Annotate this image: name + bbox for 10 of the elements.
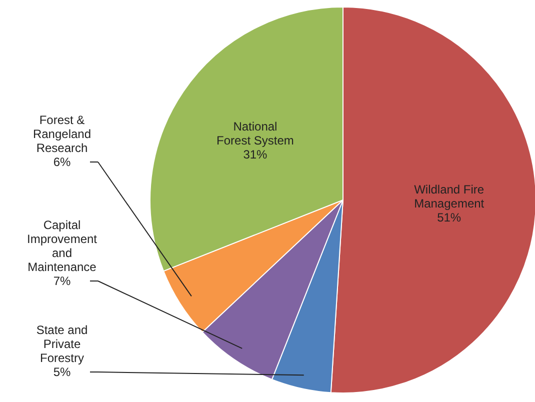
slice-label: Forest & Rangeland Research bbox=[32, 113, 92, 155]
data-label: 6% bbox=[53, 155, 71, 169]
slice-label: Capital Improvement and Maintenance bbox=[26, 218, 98, 274]
data-label: 31% bbox=[243, 147, 268, 162]
data-label: 51% bbox=[437, 210, 462, 224]
slice-label: National Forest System bbox=[216, 119, 294, 148]
slice-label: State and Private Forestry bbox=[36, 323, 88, 365]
data-label: 5% bbox=[53, 365, 71, 379]
slice-label: Wildland Fire Management bbox=[414, 182, 485, 210]
data-label: 7% bbox=[53, 274, 71, 288]
